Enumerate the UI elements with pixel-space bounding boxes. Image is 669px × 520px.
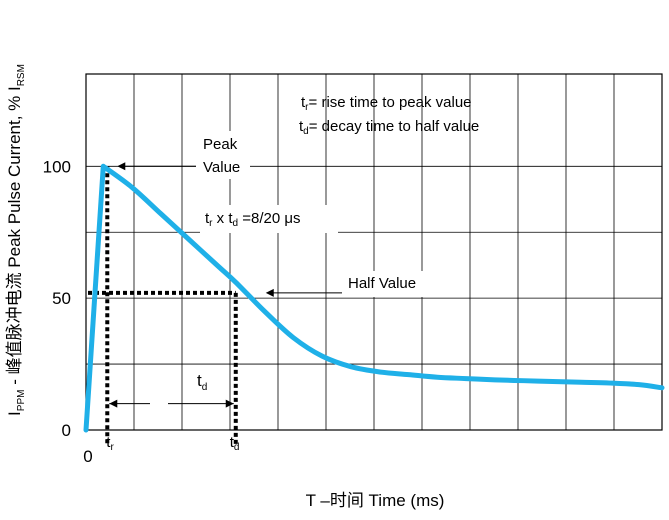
y-tick-label: 50 — [52, 289, 71, 308]
y-tick-label: 0 — [62, 421, 71, 440]
tr-axis-label: tr — [106, 434, 114, 453]
y-tick-labels: 0 50 100 — [43, 157, 71, 440]
td-mid-sub: d — [202, 382, 208, 393]
half-value-label: Half Value — [348, 275, 416, 292]
ratio-x-t: x t — [213, 210, 234, 227]
ratio-label: tr x td =8/20 μs — [205, 210, 301, 229]
ratio-value: =8/20 μs — [238, 210, 300, 227]
arrow-head — [265, 288, 274, 297]
arrow-head — [117, 162, 126, 171]
arrow-head — [109, 399, 118, 408]
ratio-label-bg — [200, 205, 338, 233]
legend-tr-sub: r — [305, 102, 309, 113]
x-tick-zero: 0 — [83, 447, 92, 466]
td-axis-t: t — [230, 434, 235, 451]
td-axis-sub: d — [234, 442, 240, 453]
guide-lines — [88, 166, 238, 444]
y-label-rsm-sub: RSM — [16, 64, 27, 86]
y-axis-label: IPPM - 峰值脉冲电流 Peak Pulse Current, % IRSM — [5, 64, 27, 416]
peak-label-line2: Value — [203, 159, 240, 176]
td-mid-label: td — [197, 371, 207, 393]
legend-td-t: t — [299, 118, 304, 135]
td-axis-label: td — [230, 434, 240, 453]
legend-tr-text: = rise time to peak value — [309, 94, 472, 111]
legend-td-text: = decay time to half value — [309, 118, 480, 135]
y-tick-label: 100 — [43, 157, 71, 176]
arrow-head — [225, 399, 234, 408]
y-label-i: I — [5, 411, 24, 416]
arrow-annotations — [109, 162, 342, 408]
tr-axis-t: t — [106, 434, 111, 451]
half-value-label-bg — [342, 271, 434, 297]
y-label-ppm-sub: PPM — [16, 390, 27, 412]
peak-label-bg — [196, 131, 250, 179]
y-label-main: - 峰值脉冲电流 Peak Pulse Current, % I — [5, 86, 24, 389]
peak-label-line1: Peak — [203, 136, 238, 153]
plot-frame — [85, 73, 663, 431]
x-axis-label: T –时间 Time (ms) — [306, 491, 445, 510]
ratio-tr-t: t — [205, 210, 210, 227]
tr-axis-sub: r — [110, 442, 114, 453]
td-mid-t: t — [197, 371, 202, 390]
legend-tr-t: t — [301, 94, 306, 111]
ratio-td-sub: d — [233, 218, 239, 229]
legend-td-sub: d — [303, 126, 309, 137]
pulse-curve — [83, 163, 665, 433]
legend-tr: tr= rise time to peak value — [301, 94, 472, 113]
ratio-tr-sub: r — [209, 218, 213, 229]
legend-td: td= decay time to half value — [299, 118, 479, 137]
